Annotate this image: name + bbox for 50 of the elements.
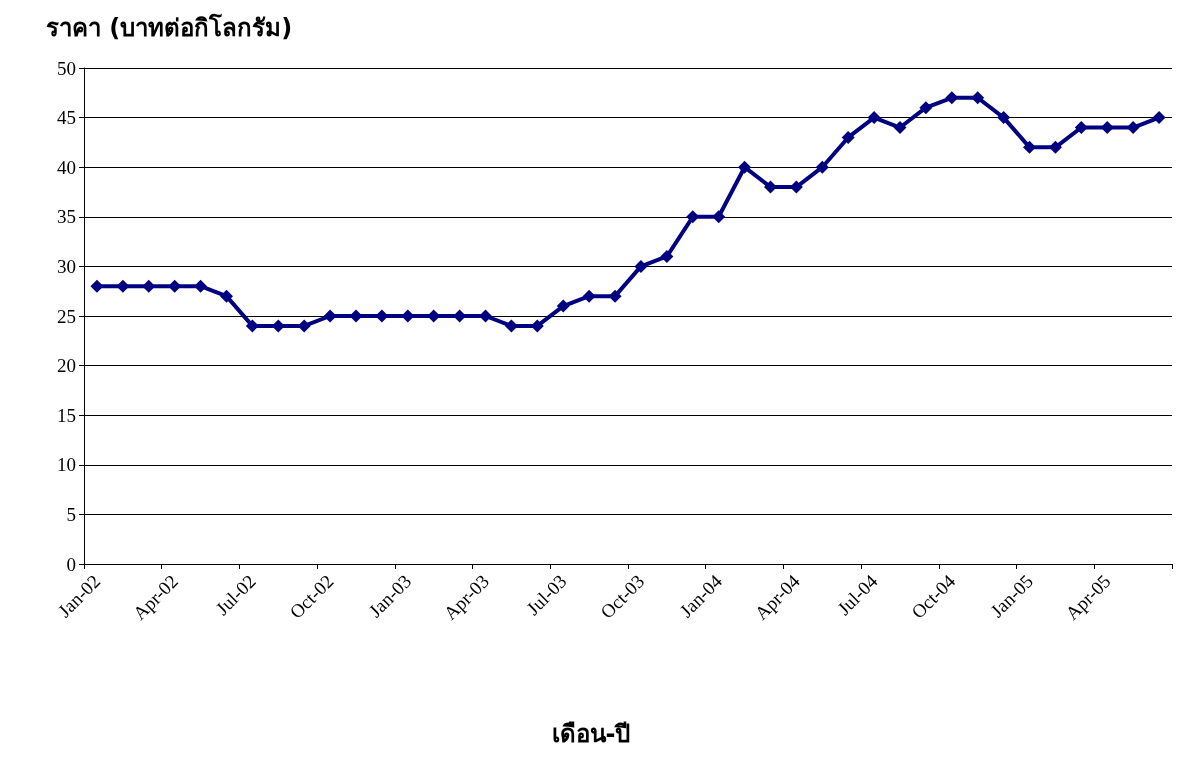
point: [1100, 121, 1114, 135]
point: [971, 91, 985, 105]
point: [297, 319, 311, 333]
y-tick-label: 50: [57, 57, 76, 79]
y-tick-label: 35: [57, 206, 76, 228]
point: [738, 160, 752, 174]
point: [323, 309, 337, 323]
x-axis-title: เดือน-ปี: [551, 720, 631, 748]
y-tick-label: 15: [57, 404, 76, 426]
point: [401, 309, 415, 323]
point: [997, 111, 1011, 125]
point: [867, 111, 881, 125]
y-axis-title: ราคา (บาทต่อกิโลกรัม): [46, 13, 293, 42]
point: [1126, 121, 1140, 135]
point: [841, 130, 855, 144]
point: [142, 279, 156, 293]
point: [763, 180, 777, 194]
point: [168, 279, 182, 293]
y-tick-label: 30: [57, 255, 76, 277]
y-tick-label: 40: [57, 156, 76, 178]
point: [582, 289, 596, 303]
point: [1152, 111, 1166, 125]
point: [90, 279, 104, 293]
point: [245, 319, 259, 333]
point: [815, 160, 829, 174]
y-tick-label: 25: [57, 305, 76, 327]
point: [712, 210, 726, 224]
point: [660, 249, 674, 263]
y-tick-label: 20: [57, 355, 76, 377]
y-tick-label: 0: [66, 553, 76, 575]
point: [194, 279, 208, 293]
point: [479, 309, 493, 323]
point: [1074, 121, 1088, 135]
point: [608, 289, 622, 303]
point: [893, 121, 907, 135]
point: [504, 319, 518, 333]
point: [945, 91, 959, 105]
point: [1048, 140, 1062, 154]
point: [219, 289, 233, 303]
point: [686, 210, 700, 224]
point: [556, 299, 570, 313]
point: [634, 259, 648, 273]
point: [349, 309, 363, 323]
point: [1023, 140, 1037, 154]
y-tick-label: 45: [57, 107, 76, 129]
point: [919, 101, 933, 115]
point: [116, 279, 130, 293]
y-tick-label: 10: [57, 454, 76, 476]
y-tick-label: 5: [66, 503, 76, 525]
point: [375, 309, 389, 323]
